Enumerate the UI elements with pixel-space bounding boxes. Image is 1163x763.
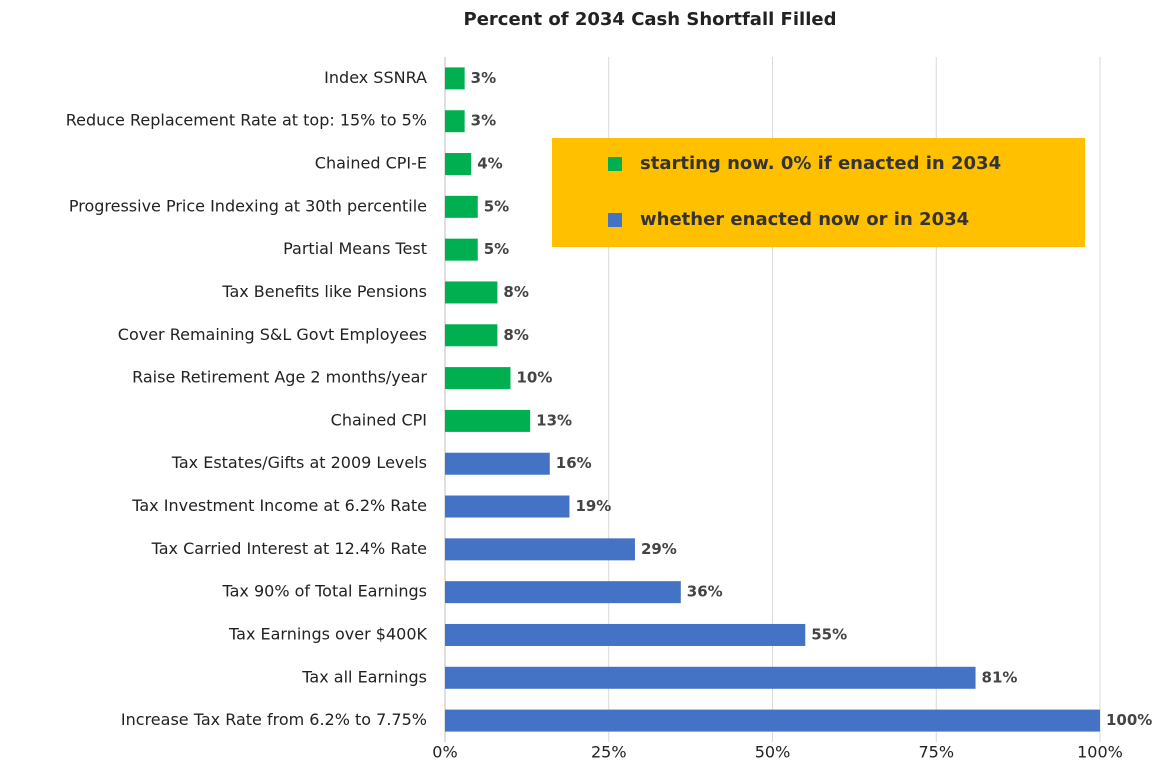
category-label: Tax all Earnings xyxy=(301,667,427,686)
category-label: Cover Remaining S&L Govt Employees xyxy=(118,325,427,344)
x-tick-label: 50% xyxy=(755,743,791,762)
value-label: 8% xyxy=(503,326,528,344)
legend-label: whether enacted now or in 2034 xyxy=(640,209,969,230)
legend-box xyxy=(552,138,1085,247)
value-label: 19% xyxy=(575,497,611,515)
value-label: 16% xyxy=(556,454,592,472)
bar xyxy=(445,324,498,347)
bar xyxy=(445,153,472,176)
category-label: Chained CPI-E xyxy=(315,154,427,173)
bar xyxy=(445,623,806,646)
category-label: Index SSNRA xyxy=(324,68,427,87)
legend-swatch xyxy=(608,157,622,171)
bar xyxy=(445,110,465,133)
category-label: Raise Retirement Age 2 months/year xyxy=(132,368,427,387)
bar xyxy=(445,495,570,518)
category-label: Reduce Replacement Rate at top: 15% to 5… xyxy=(66,111,427,130)
bar xyxy=(445,409,531,432)
value-label: 13% xyxy=(536,411,572,429)
bar xyxy=(445,452,550,475)
value-label: 5% xyxy=(484,240,509,258)
category-label: Tax Benefits like Pensions xyxy=(221,282,427,301)
value-label: 100% xyxy=(1106,711,1152,729)
value-label: 8% xyxy=(503,283,528,301)
bar xyxy=(445,581,681,604)
value-label: 3% xyxy=(471,69,496,87)
bar xyxy=(445,67,465,90)
value-label: 36% xyxy=(687,583,723,601)
category-label: Increase Tax Rate from 6.2% to 7.75% xyxy=(121,710,427,729)
x-tick-label: 0% xyxy=(432,743,457,762)
value-label: 4% xyxy=(477,155,502,173)
category-label: Tax Investment Income at 6.2% Rate xyxy=(131,496,427,515)
bar xyxy=(445,367,511,390)
value-label: 81% xyxy=(982,668,1018,686)
category-label: Chained CPI xyxy=(331,410,427,429)
legend-swatch xyxy=(608,213,622,227)
value-label: 10% xyxy=(517,369,553,387)
bar xyxy=(445,538,635,561)
category-label: Progressive Price Indexing at 30th perce… xyxy=(69,196,427,215)
value-label: 55% xyxy=(811,625,847,643)
value-label: 3% xyxy=(471,112,496,130)
category-label: Partial Means Test xyxy=(283,239,427,258)
bar xyxy=(445,195,478,218)
category-label: Tax Earnings over $400K xyxy=(228,624,427,643)
x-tick-label: 25% xyxy=(591,743,627,762)
bar xyxy=(445,709,1100,732)
legend-label: starting now. 0% if enacted in 2034 xyxy=(640,153,1001,174)
chart-title: Percent of 2034 Cash Shortfall Filled xyxy=(464,9,837,30)
value-label: 5% xyxy=(484,197,509,215)
category-label: Tax Carried Interest at 12.4% Rate xyxy=(151,539,427,558)
x-tick-label: 100% xyxy=(1077,743,1123,762)
bar xyxy=(445,666,976,689)
category-label: Tax 90% of Total Earnings xyxy=(221,582,427,601)
x-tick-label: 75% xyxy=(918,743,954,762)
value-label: 29% xyxy=(641,540,677,558)
bar xyxy=(445,281,498,304)
category-label: Tax Estates/Gifts at 2009 Levels xyxy=(171,453,427,472)
bar xyxy=(445,238,478,261)
